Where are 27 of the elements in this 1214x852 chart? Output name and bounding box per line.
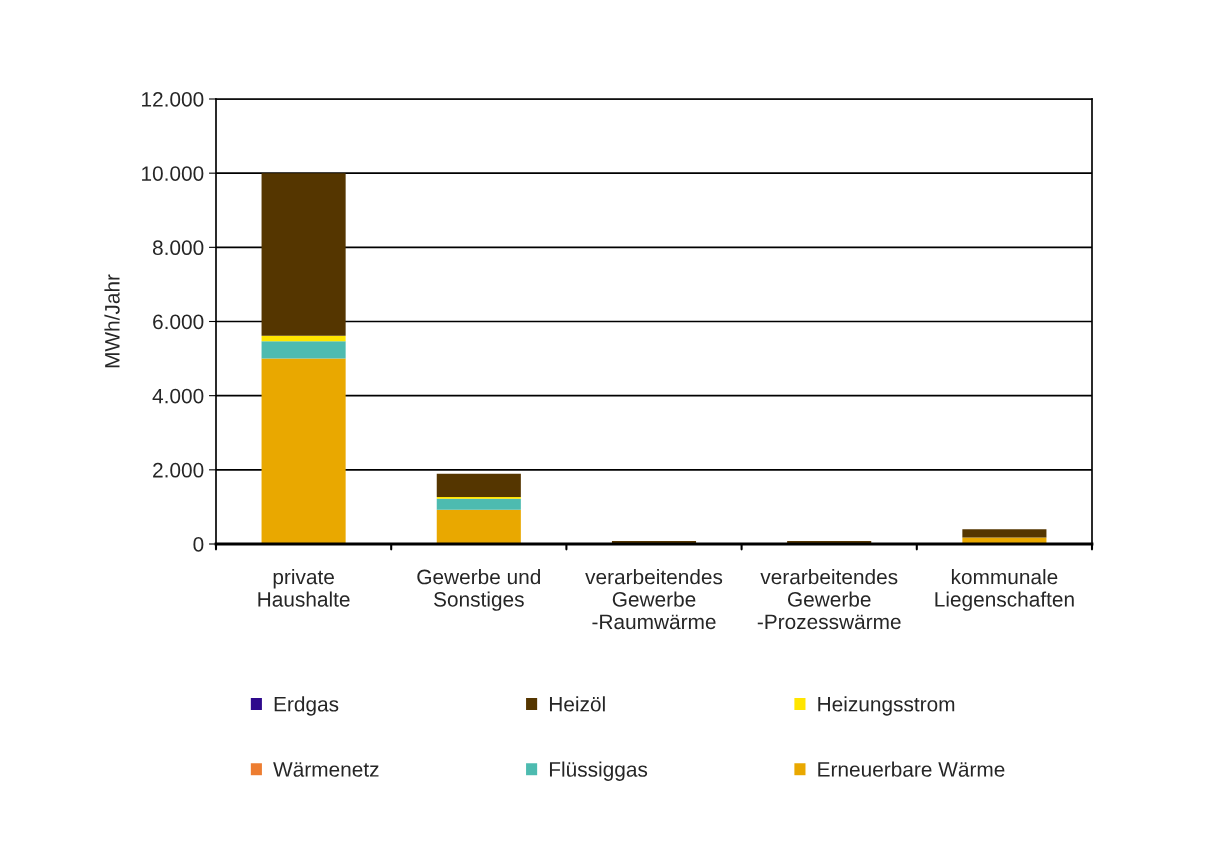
bar <box>261 173 346 336</box>
legend-label: Heizungsstrom <box>818 696 955 716</box>
legend-label: Erneuerbare Wärme <box>818 761 1005 777</box>
y-tick-label: 6.000 <box>153 314 204 330</box>
legend-label: Flüssiggas <box>549 761 648 781</box>
legend-label: Heizöl <box>549 696 605 712</box>
bar <box>436 498 521 510</box>
y-axis-title: MWh/Jahr <box>104 274 120 368</box>
bar <box>261 358 346 544</box>
bar <box>261 341 346 359</box>
legend-label: Erdgas <box>274 696 339 716</box>
y-tick-label: 2.000 <box>153 462 204 478</box>
bar <box>962 529 1047 538</box>
y-tick-label: 0 <box>193 537 204 552</box>
bar <box>436 473 521 498</box>
x-tick-label: kommunale Liegenschaften <box>935 569 1074 611</box>
legend-label: Wärmenetz <box>273 762 379 777</box>
y-tick-label: 12.000 <box>142 92 204 107</box>
x-tick-label: verarbeitendes Gewerbe -Raumwärme <box>585 569 723 630</box>
bar <box>436 509 521 544</box>
x-tick-label: private Haushalte <box>258 569 350 607</box>
y-tick-label: 10.000 <box>142 166 204 181</box>
y-tick-label: 4.000 <box>152 388 204 404</box>
bar <box>261 335 346 342</box>
y-tick-label: 8.000 <box>152 240 204 256</box>
x-tick-label: Gewerbe und Sonstiges <box>417 569 540 611</box>
x-tick-label: verarbeitendes Gewerbe -Prozesswärme <box>757 569 901 630</box>
